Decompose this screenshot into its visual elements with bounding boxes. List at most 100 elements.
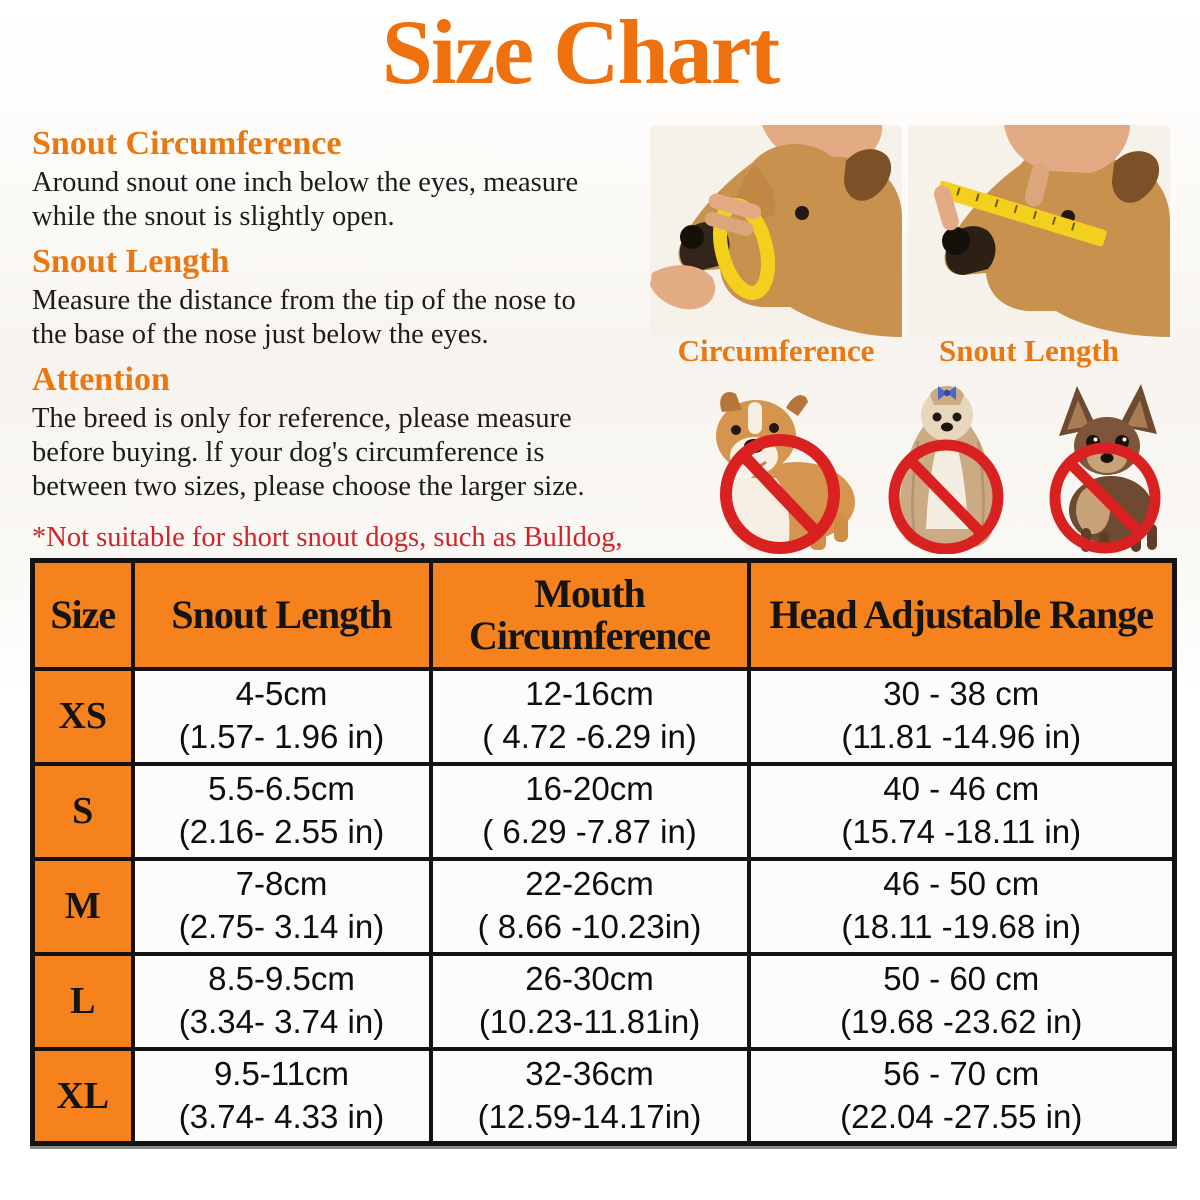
hand-forearm	[1004, 125, 1130, 173]
value-cm: 22-26cm	[525, 865, 654, 903]
value-in: (1.57- 1.96 in)	[178, 718, 385, 755]
banned-breeds-row	[692, 376, 1178, 554]
table-row-s: S 5.5-6.5cm (2.16- 2.55 in) 16-20cm ( 6.…	[30, 761, 1177, 861]
col-header-size: Size	[30, 558, 135, 671]
value-in: (22.04 -27.55 in)	[840, 1097, 1083, 1135]
dog-eye	[795, 206, 809, 220]
value-in: (2.75- 3.14 in)	[178, 908, 385, 945]
head-range-cell: 56 - 70 cm (22.04 -27.55 in)	[746, 1046, 1177, 1146]
circumference-illustration	[650, 125, 902, 337]
value-in: (15.74 -18.11 in)	[841, 813, 1082, 850]
snout-length-cell: 9.5-11cm (3.74- 4.33 in)	[130, 1046, 433, 1146]
size-label: L	[30, 951, 135, 1051]
prohibition-icon	[720, 434, 840, 554]
size-label: XS	[30, 666, 135, 766]
value-cm: 26-30cm	[525, 960, 654, 998]
snout-length-cell: 7-8cm (2.75- 3.14 in)	[130, 856, 433, 956]
snout-length-cell: 8.5-9.5cm (3.34- 3.74 in)	[130, 951, 433, 1051]
table-row-xl: XL 9.5-11cm (3.74- 4.33 in) 32-36cm (12.…	[30, 1046, 1177, 1146]
hand-thumb	[650, 265, 716, 310]
value-cm: 46 - 50 cm	[883, 865, 1040, 903]
value-in: ( 4.72 -6.29 in)	[482, 718, 697, 755]
value-cm: 56 - 70 cm	[883, 1054, 1040, 1092]
bulldog-ear	[720, 392, 742, 412]
mouth-circumference-cell: 32-36cm (12.59-14.17in)	[428, 1046, 751, 1146]
snout-length-illustration	[908, 125, 1170, 337]
col-header-mouth-circumference: Mouth Circumference	[428, 558, 751, 671]
bulldog-ear	[786, 395, 808, 416]
shih-tzu-illustration	[888, 386, 1004, 554]
value-cm: 30 - 38 cm	[883, 675, 1040, 713]
size-label: M	[30, 856, 135, 956]
value-cm: 4-5cm	[235, 675, 328, 713]
bulldog-eye	[731, 425, 741, 435]
prohibition-icon	[888, 439, 1004, 554]
value-cm: 16-20cm	[525, 770, 654, 808]
dog-head	[944, 146, 1170, 337]
col-header-head-range: Head Adjustable Range	[746, 558, 1177, 671]
bulldog-eye	[769, 423, 779, 433]
measuring-guide: Snout Circumference Around snout one inc…	[32, 124, 692, 590]
value-in: (18.11 -19.68 in)	[841, 908, 1082, 945]
dog-ear	[844, 149, 892, 201]
measuring-tape	[936, 180, 1107, 247]
value-cm: 7-8cm	[235, 865, 328, 903]
snout-length-photo	[908, 125, 1170, 337]
value-in: (19.68 -23.62 in)	[840, 1003, 1083, 1040]
guide-body: Around snout one inch below the eyes, me…	[32, 167, 579, 233]
head-range-cell: 30 - 38 cm (11.81 -14.96 in)	[746, 666, 1177, 766]
guide-heading: Snout Length	[32, 243, 230, 281]
table-row-l: L 8.5-9.5cm (3.34- 3.74 in) 26-30cm (10.…	[30, 951, 1177, 1051]
value-in: ( 6.29 -7.87 in)	[482, 813, 697, 850]
value-cm: 9.5-11cm	[213, 1054, 350, 1092]
value-cm: 8.5-9.5cm	[208, 960, 355, 998]
bulldog-illustration	[716, 392, 855, 554]
value-in: (12.59-14.17in)	[477, 1097, 702, 1135]
chihuahua-illustration	[1049, 384, 1161, 554]
value-cm: 5.5-6.5cm	[208, 770, 355, 808]
mouth-circumference-cell: 16-20cm ( 6.29 -7.87 in)	[428, 761, 751, 861]
mouth-circumference-cell: 26-30cm (10.23-11.81in)	[428, 951, 751, 1051]
circumference-photo	[650, 125, 902, 337]
value-in: (2.16- 2.55 in)	[178, 813, 385, 850]
hair-bow-icon	[938, 386, 956, 400]
guide-body: The breed is only for reference, please …	[32, 403, 585, 503]
dog-nose	[680, 225, 704, 249]
value-in: ( 8.66 -10.23in)	[477, 908, 702, 945]
mouth-circumference-cell: 22-26cm ( 8.66 -10.23in)	[428, 856, 751, 956]
head-range-cell: 50 - 60 cm (19.68 -23.62 in)	[746, 951, 1177, 1051]
mouth-circumference-cell: 12-16cm ( 4.72 -6.29 in)	[428, 666, 751, 766]
guide-section-snout-length: Snout Length Measure the distance from t…	[32, 242, 692, 352]
table-row-xs: XS 4-5cm (1.57- 1.96 in) 12-16cm ( 4.72 …	[30, 666, 1177, 766]
table-row-m: M 7-8cm (2.75- 3.14 in) 22-26cm ( 8.66 -…	[30, 856, 1177, 956]
prohibition-icon	[1049, 442, 1161, 554]
hand-fingers	[1024, 163, 1050, 207]
value-in: (3.34- 3.74 in)	[178, 1003, 385, 1040]
snout-length-caption: Snout Length	[938, 333, 1120, 368]
value-cm: 32-36cm	[525, 1054, 654, 1092]
value-cm: 12-16cm	[525, 675, 654, 713]
hand-fingers	[704, 212, 754, 236]
hand-fingers	[933, 185, 959, 231]
value-cm: 40 - 46 cm	[883, 770, 1040, 808]
circumference-caption: Circumference	[677, 333, 875, 368]
snout-length-cell: 4-5cm (1.57- 1.96 in)	[130, 666, 433, 766]
shih-tzu-eye	[952, 412, 962, 422]
shih-tzu-nose	[941, 422, 953, 432]
head-range-cell: 46 - 50 cm (18.11 -19.68 in)	[746, 856, 1177, 956]
chihuahua-nose	[1100, 453, 1114, 463]
size-label: XL	[30, 1046, 135, 1146]
dog-ear	[1112, 151, 1160, 203]
dog-nose	[942, 227, 970, 255]
shih-tzu-eye	[932, 412, 942, 422]
guide-section-snout-circumference: Snout Circumference Around snout one inc…	[32, 124, 692, 234]
size-label: S	[30, 761, 135, 861]
head-range-cell: 40 - 46 cm (15.74 -18.11 in)	[746, 761, 1177, 861]
snout-length-cell: 5.5-6.5cm (2.16- 2.55 in)	[130, 761, 433, 861]
guide-heading: Attention	[32, 361, 170, 399]
col-header-snout-length: Snout Length	[130, 558, 433, 671]
size-chart-table: Size Snout Length Mouth Circumference He…	[30, 558, 1177, 1146]
guide-section-attention: Attention The breed is only for referenc…	[32, 360, 692, 504]
value-in: (3.74- 4.33 in)	[178, 1097, 385, 1135]
